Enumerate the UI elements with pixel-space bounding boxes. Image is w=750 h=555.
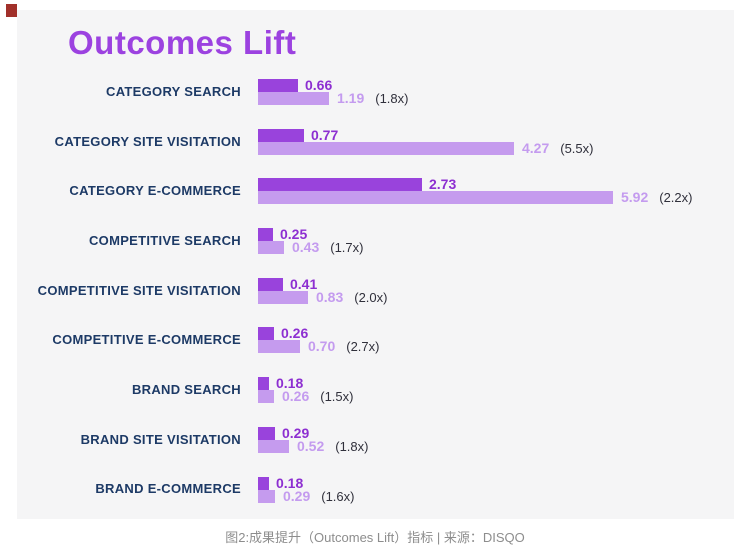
bar-pair: 0.26 0.70 (2.7x)	[258, 325, 734, 355]
chart-row: COMPETITIVE E-COMMERCE 0.26 0.70 (2.7x)	[17, 325, 734, 355]
value-label: 0.43	[292, 239, 320, 256]
multiplier-label: (5.5x)	[560, 140, 594, 156]
bar-line: 0.83 (2.0x)	[258, 288, 734, 305]
bar-line: 0.29	[258, 424, 734, 441]
value-label: 0.66	[305, 77, 333, 93]
dark-bar	[258, 277, 283, 291]
value-label: 0.70	[308, 338, 336, 355]
bar-pair: 2.73 5.92 (2.2x)	[258, 176, 734, 206]
value-label: 2.73	[429, 176, 457, 193]
figure-caption: 图2:成果提升（Outcomes Lift）指标 | 来源：DISQO	[225, 530, 525, 545]
dark-bar	[258, 327, 274, 341]
category-label: CATEGORY E-COMMERCE	[69, 183, 241, 199]
category-label: CATEGORY SEARCH	[106, 83, 241, 99]
multiplier-label: (1.5x)	[320, 389, 354, 405]
bar-pair: 0.25 0.43 (1.7x)	[258, 226, 734, 256]
category-label: BRAND SITE VISITATION	[80, 431, 241, 447]
dark-bar	[258, 377, 269, 391]
light-bar	[258, 141, 514, 155]
chart-row: BRAND SEARCH 0.18 0.26 (1.5x)	[17, 375, 734, 405]
light-bar	[258, 489, 275, 503]
multiplier-label: (2.0x)	[354, 289, 388, 305]
multiplier-label: (2.2x)	[659, 190, 693, 206]
bar-line: 5.92 (2.2x)	[258, 189, 734, 206]
bar-line: 0.29 (1.6x)	[258, 487, 734, 504]
value-label: 0.26	[281, 325, 309, 342]
bar-line: 0.25	[258, 226, 734, 243]
chart-row: CATEGORY SEARCH 0.66 1.19 (1.8x)	[17, 77, 734, 106]
dark-bar	[258, 476, 269, 490]
chart-row: BRAND SITE VISITATION 0.29 0.52 (1.8x)	[17, 424, 734, 454]
multiplier-label: (1.8x)	[375, 91, 409, 106]
bar-line: 0.18	[258, 474, 734, 491]
bar-pair: 0.29 0.52 (1.8x)	[258, 424, 734, 454]
dark-bar	[258, 79, 298, 92]
chart-row: CATEGORY SITE VISITATION 0.77 4.27 (5.5x)	[17, 126, 734, 156]
chart-title: Outcomes Lift	[68, 24, 297, 61]
bar-line: 0.70 (2.7x)	[258, 338, 734, 355]
bar-line: 0.26	[258, 325, 734, 342]
value-label: 0.29	[283, 487, 311, 504]
dark-bar	[258, 178, 422, 192]
category-label: CATEGORY SITE VISITATION	[54, 133, 241, 149]
category-label: BRAND SEARCH	[131, 381, 241, 397]
value-label: 0.29	[282, 424, 310, 441]
multiplier-label: (1.6x)	[321, 488, 355, 504]
light-bar	[258, 290, 308, 304]
bar-line: 2.73	[258, 176, 734, 193]
light-bar	[258, 390, 274, 404]
bar-line: 0.41	[258, 275, 734, 292]
bar-line: 0.18	[258, 375, 734, 392]
light-bar	[258, 340, 300, 354]
value-label: 0.18	[276, 375, 304, 392]
value-label: 0.52	[297, 437, 325, 454]
bar-pair: 0.41 0.83 (2.0x)	[258, 275, 734, 305]
bar-pair: 0.18 0.26 (1.5x)	[258, 375, 734, 405]
bar-line: 0.43 (1.7x)	[258, 239, 734, 256]
bar-line: 1.19 (1.8x)	[258, 90, 734, 106]
category-label: BRAND E-COMMERCE	[95, 481, 241, 497]
value-label: 0.41	[290, 275, 318, 292]
bar-pair: 0.77 4.27 (5.5x)	[258, 126, 734, 156]
value-label: 0.83	[316, 288, 344, 305]
bar-line: 0.26 (1.5x)	[258, 388, 734, 405]
dark-bar	[258, 426, 275, 440]
chart-row: BRAND E-COMMERCE 0.18 0.29 (1.6x)	[17, 474, 734, 504]
chart-row: CATEGORY E-COMMERCE 2.73 5.92 (2.2x)	[17, 176, 734, 206]
bar-rows-container: CATEGORY SEARCH 0.66 1.19 (1.8x) CATEGORY SI…	[17, 77, 734, 526]
value-label: 4.27	[522, 139, 550, 156]
light-bar	[258, 241, 284, 255]
category-label: COMPETITIVE E-COMMERCE	[52, 332, 241, 348]
multiplier-label: (1.7x)	[330, 240, 364, 256]
value-label: 0.77	[311, 126, 339, 143]
dark-bar	[258, 228, 273, 242]
light-bar	[258, 439, 289, 453]
value-label: 0.18	[276, 474, 304, 491]
category-label: COMPETITIVE SITE VISITATION	[37, 282, 241, 298]
light-bar	[258, 92, 329, 105]
bar-line: 4.27 (5.5x)	[258, 139, 734, 156]
bar-line: 0.66	[258, 77, 734, 93]
bar-pair: 0.66 1.19 (1.8x)	[258, 77, 734, 106]
value-label: 1.19	[337, 90, 365, 106]
bar-line: 0.77	[258, 126, 734, 143]
chart-row: COMPETITIVE SITE VISITATION 0.41 0.83 (2.0x…	[17, 275, 734, 305]
bar-line: 0.52 (1.8x)	[258, 437, 734, 454]
value-label: 0.25	[280, 226, 308, 243]
red-corner-mark	[6, 4, 17, 17]
dark-bar	[258, 128, 304, 142]
value-label: 0.26	[282, 388, 310, 405]
chart-panel	[17, 10, 734, 519]
multiplier-label: (2.7x)	[346, 339, 380, 355]
bar-pair: 0.18 0.29 (1.6x)	[258, 474, 734, 504]
light-bar	[258, 191, 613, 205]
category-label: COMPETITIVE SEARCH	[88, 232, 241, 248]
multiplier-label: (1.8x)	[335, 438, 369, 454]
chart-row: COMPETITIVE SEARCH 0.25 0.43 (1.7x)	[17, 226, 734, 256]
value-label: 5.92	[621, 189, 649, 206]
